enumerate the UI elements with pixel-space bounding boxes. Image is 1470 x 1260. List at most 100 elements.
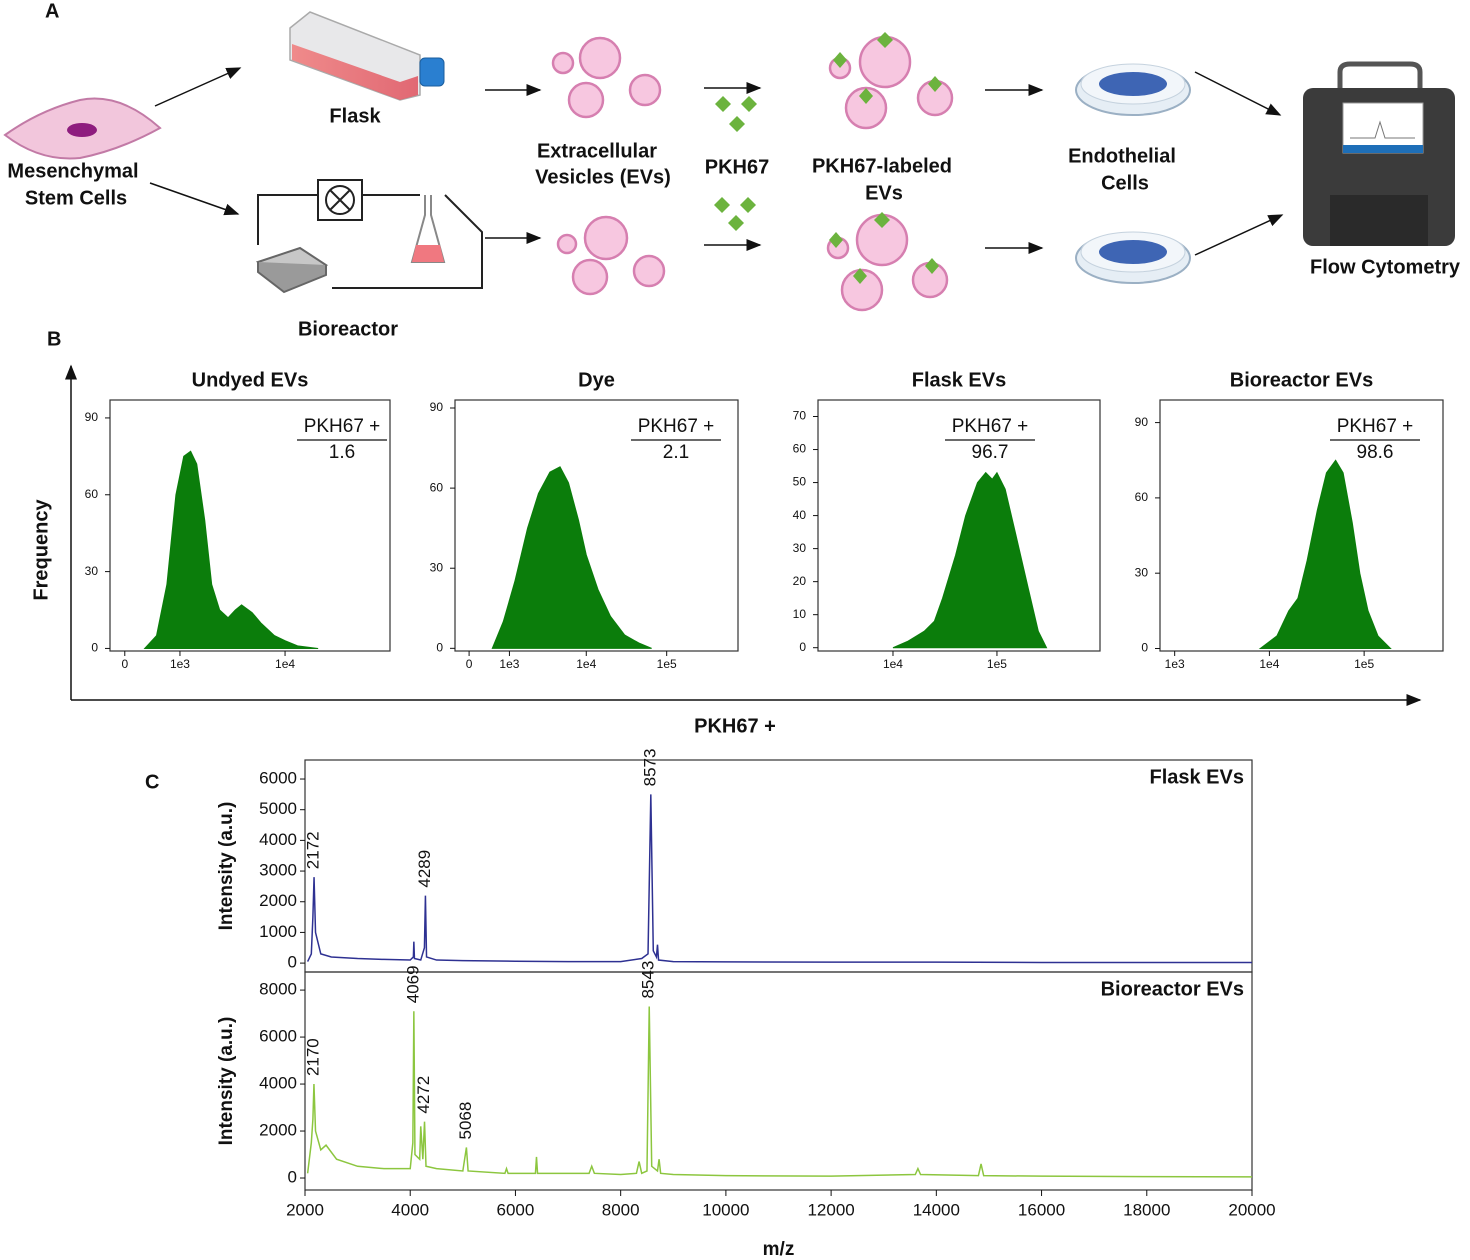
panel-label: A: [45, 0, 59, 22]
x-tick-label: 14000: [913, 1200, 960, 1219]
ev-icons: [551, 36, 666, 296]
histogram: [892, 471, 1048, 649]
panel-label: B: [47, 328, 61, 350]
x-tick-label: 12000: [807, 1200, 854, 1219]
node-label: Cells: [1101, 172, 1149, 194]
y-tick-label: 30: [793, 541, 807, 555]
y-tick-label: 30: [430, 560, 444, 574]
y-tick-label: 60: [1135, 490, 1149, 504]
cytometer-icon: [1303, 61, 1455, 246]
y-tick-label: 60: [793, 442, 807, 456]
x-tick-label: 2000: [286, 1200, 324, 1219]
x-tick-label: 1e3: [170, 657, 190, 671]
x-tick-label: 0: [466, 657, 473, 671]
dye-icons: [714, 96, 757, 231]
x-tick-label: 1e3: [499, 657, 519, 671]
bioreactor-icon: [255, 179, 483, 294]
arrow: [154, 67, 242, 107]
chart-title: Dye: [578, 369, 615, 391]
axis-title: Frequency: [30, 499, 52, 601]
node-label: Bioreactor: [298, 318, 398, 340]
x-tick-label: 1e3: [1165, 657, 1185, 671]
x-tick-label: 1e5: [1354, 657, 1374, 671]
y-tick-label: 90: [85, 410, 99, 424]
node-label: Flask: [329, 105, 381, 127]
chart-title: Bioreactor EVs: [1230, 369, 1373, 391]
arrow: [149, 182, 240, 216]
peak-label: 5068: [456, 1102, 475, 1140]
node-label: Vesicles (EVs): [535, 166, 671, 188]
peak-label: 8573: [640, 749, 659, 787]
peak-label: 4272: [414, 1076, 433, 1114]
peak-label: 4069: [403, 965, 422, 1003]
spectrum: [306, 794, 1252, 964]
y-tick-label: 0: [1141, 641, 1148, 655]
plot-frame: [1159, 399, 1444, 652]
y-tick-label: 60: [85, 487, 99, 501]
y-tick-label: 1000: [259, 922, 297, 941]
gate-label: PKH67 +: [304, 416, 381, 437]
spectrum: [306, 1006, 1253, 1178]
y-tick-label: 90: [1135, 415, 1149, 429]
flask-icon: [289, 11, 445, 101]
y-tick-label: 4000: [259, 830, 297, 849]
x-tick-label: 10000: [702, 1200, 749, 1219]
plot-frame: [304, 759, 1253, 973]
y-tick-label: 2000: [259, 891, 297, 910]
chart-title: Bioreactor EVs: [1101, 978, 1244, 1000]
stem-cell: [3, 97, 162, 160]
y-tick-label: 30: [1135, 565, 1149, 579]
x-tick-label: 20000: [1228, 1200, 1275, 1219]
chart-title: Flask EVs: [1149, 766, 1244, 788]
dish-icons: [1075, 63, 1191, 284]
y-axis-title: Intensity (a.u.): [216, 802, 237, 931]
node-label: Mesenchymal: [7, 160, 138, 182]
y-tick-label: 40: [793, 508, 807, 522]
node-label: Extracellular: [537, 140, 657, 162]
y-tick-label: 70: [793, 409, 807, 423]
node-label: Stem Cells: [25, 187, 127, 209]
peak-label: 2172: [304, 831, 323, 869]
y-tick-label: 2000: [259, 1121, 297, 1140]
x-tick-label: 1e5: [987, 657, 1007, 671]
node-label: EVs: [865, 182, 903, 204]
x-tick-label: 1e4: [1259, 657, 1279, 671]
peak-label: 2170: [303, 1038, 322, 1076]
panel-label: C: [145, 771, 159, 793]
plot-frame: [817, 399, 1101, 652]
gate-label: PKH67 +: [638, 416, 715, 437]
x-tick-label: 6000: [497, 1200, 535, 1219]
histogram: [1258, 459, 1392, 649]
node-label: Endothelial: [1068, 145, 1176, 167]
x-tick-label: 4000: [391, 1200, 429, 1219]
gate-label: PKH67 +: [952, 416, 1029, 437]
gate-value: 96.7: [972, 442, 1009, 463]
x-tick-label: 1e5: [657, 657, 677, 671]
y-tick-label: 20: [793, 574, 807, 588]
y-axis-title: Intensity (a.u.): [216, 1017, 237, 1146]
y-tick-label: 8000: [259, 980, 297, 999]
y-tick-label: 3000: [259, 861, 297, 880]
y-tick-label: 10: [793, 607, 807, 621]
x-axis-title: m/z: [763, 1239, 795, 1260]
y-tick-label: 0: [288, 1168, 297, 1187]
y-tick-label: 6000: [259, 1027, 297, 1046]
y-tick-label: 0: [91, 641, 98, 655]
gate-value: 1.6: [329, 442, 355, 463]
node-label: PKH67-labeled: [812, 155, 952, 177]
gate-label: PKH67 +: [1337, 416, 1414, 437]
arrow: [1194, 214, 1284, 256]
y-tick-label: 6000: [259, 769, 297, 788]
axis-title: PKH67 +: [694, 715, 776, 737]
plot-frame: [109, 399, 391, 652]
labeled-ev-icons: [826, 32, 954, 312]
x-tick-label: 1e4: [883, 657, 903, 671]
arrow: [1194, 71, 1282, 116]
chart-title: Flask EVs: [912, 369, 1007, 391]
y-tick-label: 0: [436, 641, 443, 655]
histogram: [143, 450, 319, 649]
node-label: Flow Cytometry: [1310, 256, 1461, 278]
y-tick-label: 5000: [259, 799, 297, 818]
chart-title: Undyed EVs: [192, 369, 309, 391]
